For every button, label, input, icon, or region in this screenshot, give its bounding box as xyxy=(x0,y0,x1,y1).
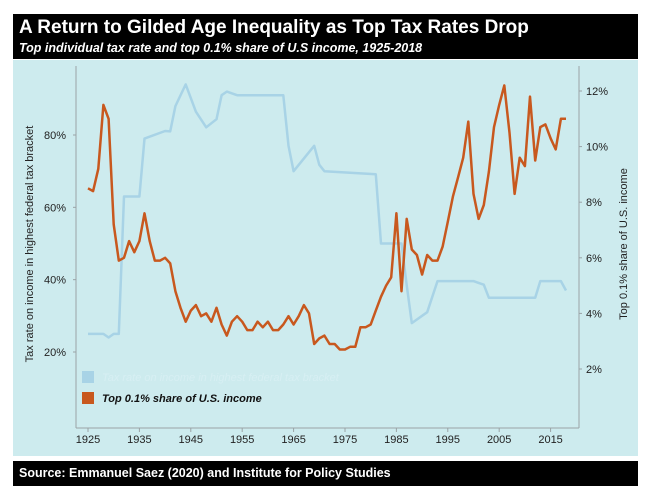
source-note: Source: Emmanuel Saez (2020) and Institu… xyxy=(19,466,391,480)
x-tick-label: 1965 xyxy=(281,434,305,446)
chart-panel xyxy=(13,60,638,456)
chart-subtitle: Top individual tax rate and top 0.1% sha… xyxy=(19,41,423,55)
x-tick-label: 1995 xyxy=(436,434,460,446)
y-left-tick-label: 80% xyxy=(44,130,66,142)
y-right-axis-title: Top 0.1% share of U.S. income xyxy=(618,168,630,320)
x-tick-label: 1925 xyxy=(76,434,100,446)
chart-header: A Return to Gilded Age Inequality as Top… xyxy=(13,14,638,59)
x-tick-label: 2005 xyxy=(487,434,511,446)
x-tick-label: 1945 xyxy=(179,434,203,446)
y-left-tick-label: 60% xyxy=(44,202,66,214)
legend-swatch-income-share xyxy=(82,392,94,404)
y-left-tick-label: 20% xyxy=(44,347,66,359)
legend-label-income-share: Top 0.1% share of U.S. income xyxy=(102,393,262,405)
x-tick-label: 1935 xyxy=(127,434,151,446)
y-right-tick-label: 12% xyxy=(586,86,608,98)
y-right-tick-label: 2% xyxy=(586,364,602,376)
legend-swatch-tax-rate xyxy=(82,371,94,383)
income-share-line xyxy=(87,84,566,351)
x-tick-label: 1975 xyxy=(333,434,357,446)
y-right-tick-label: 8% xyxy=(586,197,602,209)
y-left-tick-label: 40% xyxy=(44,275,66,287)
chart-footer: Source: Emmanuel Saez (2020) and Institu… xyxy=(13,461,638,486)
chart-title: A Return to Gilded Age Inequality as Top… xyxy=(19,17,529,38)
legend-label-tax-rate: Tax rate on income in highest federal ta… xyxy=(102,372,340,384)
x-tick-label: 1955 xyxy=(230,434,254,446)
y-right-tick-label: 10% xyxy=(586,142,608,154)
tax-rate-line xyxy=(88,83,568,339)
y-right-tick-label: 6% xyxy=(586,253,602,265)
x-tick-label: 2015 xyxy=(538,434,562,446)
x-tick-label: 1985 xyxy=(384,434,408,446)
y-left-axis-title: Tax rate on income in highest federal ta… xyxy=(24,126,36,363)
y-right-tick-label: 4% xyxy=(586,308,602,320)
